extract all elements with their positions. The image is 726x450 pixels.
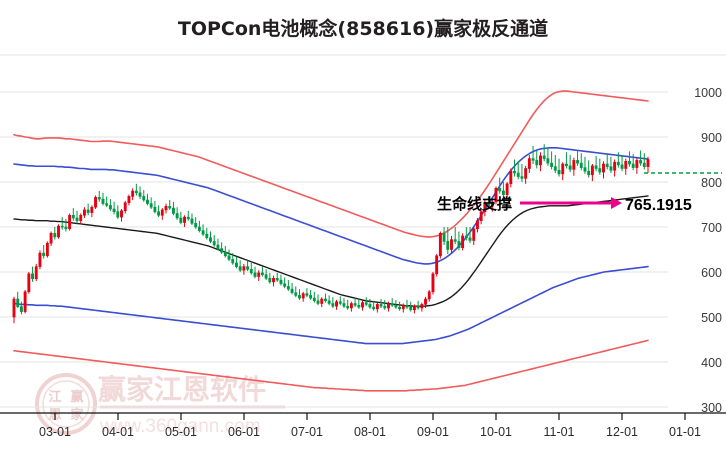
- svg-text:www.360gann.com: www.360gann.com: [99, 416, 261, 437]
- svg-text:生命线支撑: 生命线支撑: [437, 195, 512, 213]
- candlestick-series: [12, 144, 650, 324]
- svg-text:400: 400: [701, 356, 722, 370]
- axes: 03-01 04-01 05-01 06-01 07-01 08-01 09-01 10-01…: [0, 412, 726, 439]
- svg-text:1000: 1000: [694, 86, 722, 100]
- svg-text:600: 600: [701, 266, 722, 280]
- svg-text:06-01: 06-01: [228, 425, 260, 439]
- svg-text:03-01: 03-01: [39, 425, 71, 439]
- svg-text:10-01: 10-01: [480, 425, 512, 439]
- svg-text:家: 家: [70, 407, 84, 423]
- svg-text:04-01: 04-01: [102, 425, 134, 439]
- support-annotation: 生命线支撑 765.1915: [437, 195, 692, 214]
- grid-lines: 300 400 500 600 700 800 900 1000: [0, 54, 726, 415]
- svg-text:11-01: 11-01: [543, 425, 574, 439]
- svg-text:700: 700: [701, 221, 722, 235]
- svg-text:300: 300: [701, 401, 722, 415]
- svg-text:07-01: 07-01: [291, 425, 323, 439]
- svg-text:12-01: 12-01: [606, 425, 638, 439]
- svg-text:赢: 赢: [70, 389, 83, 405]
- svg-text:01-01: 01-01: [669, 425, 701, 439]
- svg-text:765.1915: 765.1915: [625, 197, 692, 214]
- svg-text:08-01: 08-01: [354, 425, 386, 439]
- svg-text:800: 800: [701, 176, 722, 190]
- svg-text:05-01: 05-01: [165, 425, 197, 439]
- channel-lines: [13, 90, 649, 392]
- svg-text:江: 江: [48, 389, 61, 405]
- svg-text:500: 500: [701, 311, 722, 325]
- svg-text:09-01: 09-01: [417, 425, 449, 439]
- page-title: TOPCon电池概念(858616)赢家极反通道: [177, 18, 549, 40]
- svg-text:900: 900: [701, 131, 722, 145]
